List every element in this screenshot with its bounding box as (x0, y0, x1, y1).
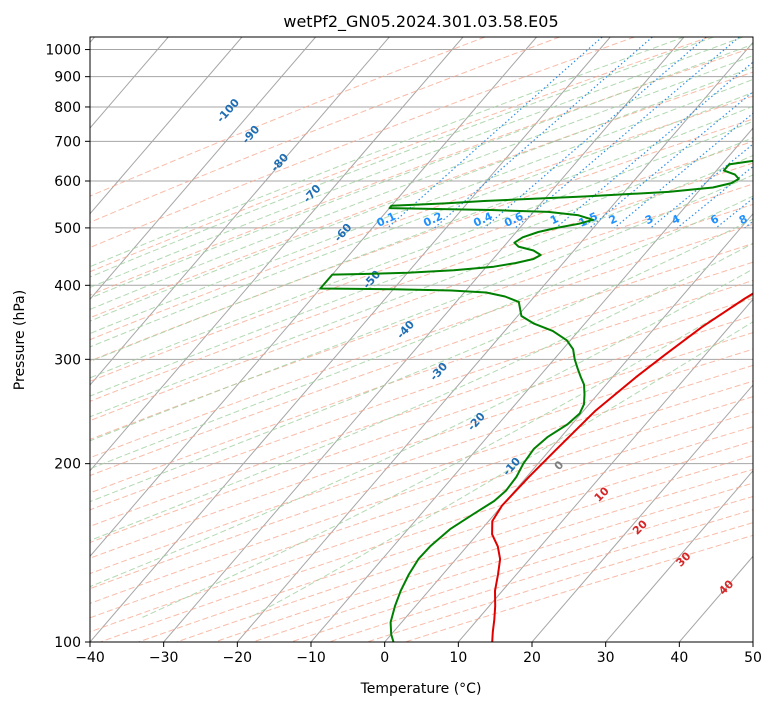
profile-layer (319, 159, 753, 642)
x-tick-label: 10 (449, 650, 467, 666)
dry-adiabat-line (90, 71, 753, 319)
y-tick-label: 600 (54, 174, 81, 190)
isotherm-line (90, 37, 243, 215)
dry-adiabat-line (90, 162, 753, 402)
moist-adiabat-line (90, 154, 753, 418)
y-tick-label: 700 (54, 134, 81, 150)
mixing-ratio-line (767, 37, 775, 228)
dry-adiabat-line (90, 37, 486, 197)
dry-adiabat-line (367, 522, 753, 642)
dry-adiabat-line (405, 534, 753, 642)
dry-adiabat-line (90, 242, 753, 477)
isotherm-line (752, 641, 753, 642)
isotherm-line (310, 127, 753, 642)
dry-adiabat-line (214, 468, 753, 642)
dry-adiabat-line (290, 495, 753, 642)
x-tick-label: −40 (75, 650, 105, 666)
moist-adiabat-line (90, 66, 753, 322)
dry-adiabat-line (90, 37, 560, 223)
dry-adiabat-line (100, 426, 753, 642)
dry-adiabat-line (90, 223, 753, 459)
isotherm-line (531, 384, 753, 642)
x-tick-label: 20 (523, 650, 541, 666)
moist-adiabat-line (90, 218, 753, 503)
dry-adiabat-line (90, 261, 753, 494)
moist-adiabat-line (90, 55, 753, 310)
moist-adiabat-line (90, 37, 685, 268)
dry-adiabat-line (90, 332, 753, 559)
moist-adiabat-line (90, 37, 744, 288)
x-tick-label: 50 (744, 650, 762, 666)
isotherm-line (384, 212, 753, 642)
x-tick-label: 40 (670, 650, 688, 666)
moist-adiabat-line (90, 268, 753, 588)
mixing-ratio-line (514, 37, 740, 229)
isotherm-line (605, 469, 753, 642)
x-tick-label: −30 (149, 650, 179, 666)
moist-adiabat-line (90, 137, 753, 397)
y-tick-label: 900 (54, 70, 81, 86)
moist-adiabat-line (90, 120, 753, 379)
moist-adiabat-line (90, 174, 753, 442)
moist-adiabat-line (90, 242, 753, 542)
dry-adiabat-line (90, 183, 753, 422)
x-tick-label: 30 (597, 650, 615, 666)
y-tick-label: 200 (54, 457, 81, 473)
x-tick-label: −10 (296, 650, 326, 666)
dry-adiabat-line (90, 37, 635, 249)
mixing-ratio-label: 10 (756, 210, 775, 228)
isotherm-line (236, 41, 753, 642)
dewpoint-profile-line (319, 159, 753, 642)
y-axis-label: Pressure (hPa) (12, 290, 28, 390)
mixing-ratio-line (434, 37, 653, 229)
mixing-ratio-line (484, 37, 707, 229)
x-tick-label: 0 (380, 650, 389, 666)
x-tick-label: −20 (223, 650, 253, 666)
y-tick-label: 800 (54, 100, 81, 116)
axes-layer: −40 −30 −20 −10 0 10 20 30 40 50 1000 900 800 700 600 5… (45, 43, 762, 666)
y-tick-label: 500 (54, 221, 81, 237)
isotherm-line (90, 37, 390, 386)
isotherm-line (90, 37, 537, 558)
dry-adiabat-line (90, 364, 753, 590)
dry-adiabat-line (90, 411, 753, 633)
y-tick-label: 300 (54, 352, 81, 368)
isotherm-line (90, 37, 464, 472)
dry-adiabat-line (90, 396, 753, 619)
plot-frame (89, 36, 754, 643)
moist-adiabat-line (90, 37, 714, 278)
moist-adiabat-line (90, 43, 753, 299)
mixing-ratio-line (614, 112, 753, 229)
temperature-profile-line (491, 292, 753, 642)
dry-adiabat-line (90, 297, 753, 527)
x-axis-label: Temperature (°C) (360, 681, 482, 697)
y-tick-label: 100 (54, 635, 81, 651)
chart-title: wetPf2_GN05.2024.301.03.58.E05 (283, 12, 558, 32)
dry-adiabat-line (90, 118, 753, 362)
isotherm-line (163, 37, 685, 642)
y-tick-label: 1000 (45, 43, 81, 59)
isotherm-line (457, 298, 753, 642)
y-tick-label: 400 (54, 278, 81, 294)
moist-adiabat-line (90, 195, 753, 470)
